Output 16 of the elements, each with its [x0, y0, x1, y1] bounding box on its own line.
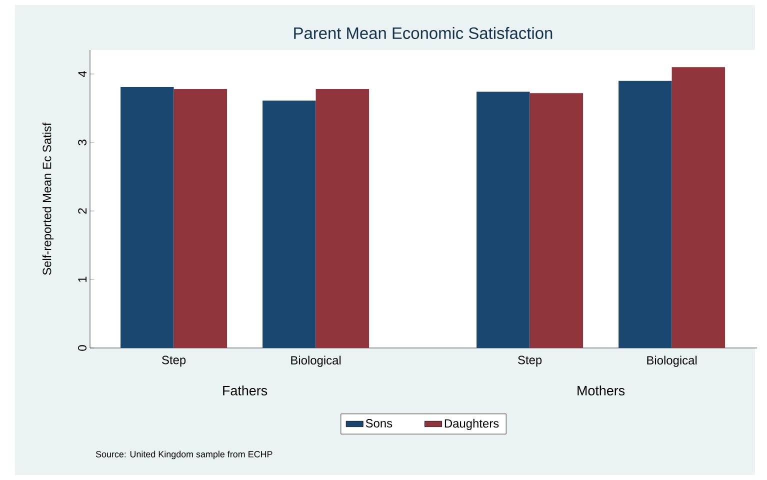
y-tick-label: 3	[78, 140, 86, 146]
source-note: Source: United Kingdom sample from ECHP	[96, 450, 272, 460]
text: Fathers	[223, 386, 268, 396]
legend-label: Daughters	[444, 418, 499, 430]
y-axis-title: Self-reported Mean Ec Satisf	[42, 122, 54, 275]
text: Mothers	[578, 386, 625, 396]
x-tick-label: Biological	[291, 356, 341, 367]
y-tick-label: 4	[78, 70, 86, 78]
legend-label: Sons	[366, 419, 392, 428]
y-tick-label: 1	[78, 276, 86, 282]
y-tick-label: 0	[78, 345, 86, 351]
x-tick-label: Step	[518, 356, 542, 367]
x-tick-label: Biological	[647, 356, 697, 367]
chart-title: Parent Mean Economic Satisfaction	[294, 26, 552, 40]
y-tick-label: 2	[78, 208, 86, 214]
x-tick-label: Step	[162, 356, 186, 367]
